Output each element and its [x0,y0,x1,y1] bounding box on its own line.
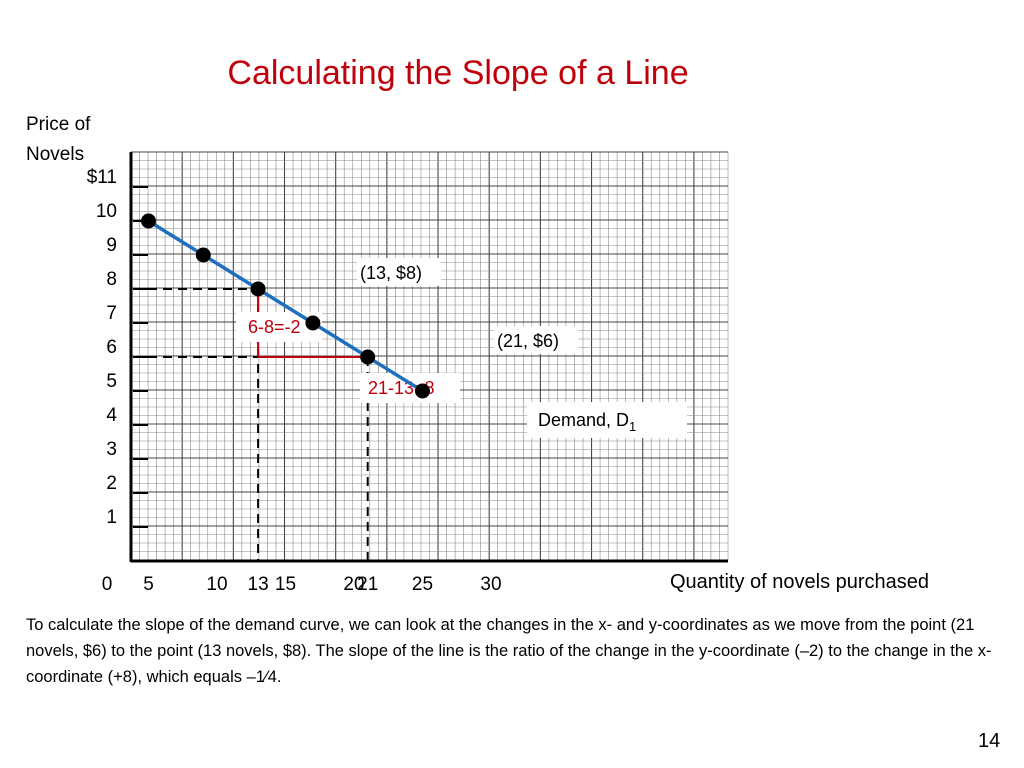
series-group [141,213,430,399]
y-tick-label: 6 [106,337,117,358]
x-tick-label: 10 [206,574,227,595]
annotation-box-21-6 [494,326,578,354]
data-point [305,315,321,331]
x-tick-label: 5 [143,574,154,595]
y-axis-label: Price of Novels [26,114,91,165]
caption: To calculate the slope of the demand cur… [26,616,992,686]
run-label-box [360,373,460,403]
annotation-box-13-8 [357,258,441,286]
series-label-box [527,402,687,438]
rise-label: 6-8=-2 [248,317,301,337]
x-tick-label: 20 [343,574,364,595]
y-tick-label: 8 [106,269,117,290]
data-point [415,383,430,399]
x-tick-label: 0 [102,574,113,595]
series-label: Demand, D1 [538,410,636,434]
page-number: 14 [978,730,1001,752]
x-tick-label: 13 [248,574,269,595]
y-tick-label: 7 [106,303,117,324]
y-tick-label: 5 [106,371,117,392]
y-ticks: 1 2 3 4 5 6 7 8 9 10 $11 [87,167,148,528]
x-tick-label: 30 [480,574,501,595]
y-tick-label: 1 [106,507,117,528]
y-tick-label: 10 [96,201,117,222]
series-label-sub: 1 [629,419,636,434]
x-axis-label: Quantity of novels purchased [670,571,930,593]
data-point [195,247,211,263]
data-point [360,349,376,365]
slide-title: Calculating the Slope of a Line [227,54,689,92]
x-tick-label: 21 [357,574,378,595]
demand-line [147,219,424,393]
y-tick-label: $11 [87,167,117,188]
annotation-13-8: (13, $8) [360,263,422,283]
y-tick-label: 4 [106,405,117,426]
x-tick-label: 25 [412,574,433,595]
data-point [250,281,266,297]
y-tick-label: 3 [106,439,117,460]
x-tick-label: 15 [275,574,296,595]
y-tick-label: 2 [106,473,117,494]
y-tick-label: 9 [106,235,117,256]
data-point [141,213,156,229]
series-label-main: Demand, D [538,410,629,430]
annotation-21-6: (21, $6) [497,331,559,351]
